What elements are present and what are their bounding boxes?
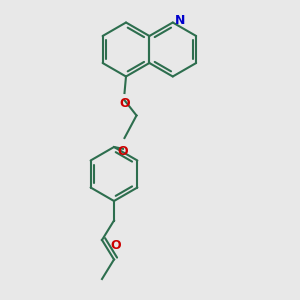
Text: O: O <box>110 238 121 251</box>
Text: O: O <box>119 97 130 110</box>
Text: N: N <box>175 14 185 28</box>
Text: O: O <box>118 145 128 158</box>
